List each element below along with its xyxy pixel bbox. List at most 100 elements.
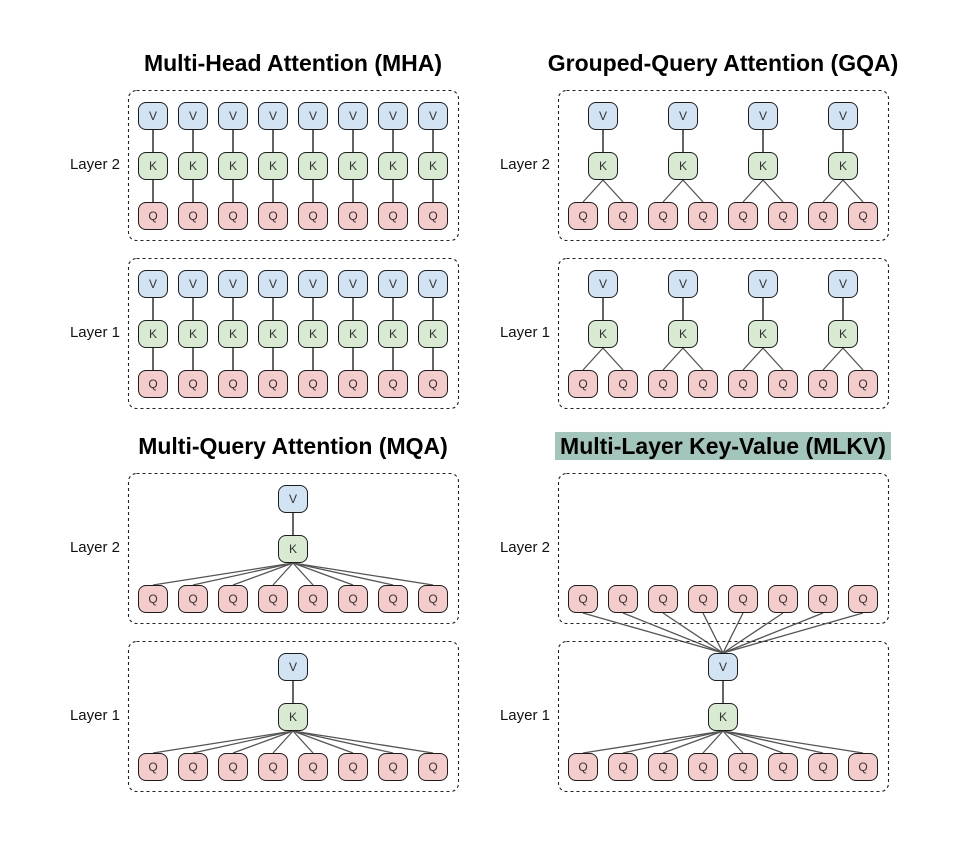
query-cell: Q — [338, 585, 368, 613]
value-cell: V — [178, 102, 208, 130]
query-cell: Q — [298, 585, 328, 613]
key-cell: K — [748, 152, 778, 180]
value-cell: V — [668, 102, 698, 130]
key-cell: K — [338, 320, 368, 348]
value-cell: V — [748, 102, 778, 130]
query-cell: Q — [568, 753, 598, 781]
panel-title-text: Multi-Layer Key-Value (MLKV) — [555, 432, 891, 460]
value-cell: V — [298, 270, 328, 298]
key-cell: K — [418, 320, 448, 348]
value-cell: V — [278, 485, 308, 513]
key-cell: K — [218, 320, 248, 348]
query-cell: Q — [178, 202, 208, 230]
panel-title-text: Grouped-Query Attention (GQA) — [547, 50, 899, 76]
query-cell: Q — [768, 585, 798, 613]
query-cell: Q — [338, 202, 368, 230]
panel-title-text: Multi-Query Attention (MQA) — [138, 433, 448, 459]
key-cell: K — [138, 152, 168, 180]
value-cell: V — [828, 270, 858, 298]
value-cell: V — [218, 102, 248, 130]
key-cell: K — [748, 320, 778, 348]
query-cell: Q — [298, 202, 328, 230]
key-cell: K — [218, 152, 248, 180]
query-cell: Q — [728, 202, 758, 230]
key-cell: K — [668, 152, 698, 180]
value-cell: V — [588, 270, 618, 298]
query-cell: Q — [138, 585, 168, 613]
query-cell: Q — [768, 370, 798, 398]
value-cell: V — [278, 653, 308, 681]
query-cell: Q — [378, 753, 408, 781]
query-cell: Q — [768, 753, 798, 781]
query-cell: Q — [568, 585, 598, 613]
value-cell: V — [668, 270, 698, 298]
query-cell: Q — [808, 753, 838, 781]
layer-2-label: Layer 2 — [69, 156, 120, 173]
value-cell: V — [138, 102, 168, 130]
query-cell: Q — [568, 370, 598, 398]
value-cell: V — [828, 102, 858, 130]
key-cell: K — [298, 152, 328, 180]
layer-2-label: Layer 2 — [499, 156, 550, 173]
query-cell: Q — [688, 202, 718, 230]
value-cell: V — [258, 270, 288, 298]
query-cell: Q — [338, 753, 368, 781]
value-cell: V — [218, 270, 248, 298]
query-cell: Q — [258, 370, 288, 398]
key-cell: K — [708, 703, 738, 731]
query-cell: Q — [608, 370, 638, 398]
query-cell: Q — [298, 370, 328, 398]
layer-boundary-box — [127, 472, 460, 625]
layer-boundary-box — [557, 257, 890, 410]
value-cell: V — [418, 270, 448, 298]
key-cell: K — [178, 320, 208, 348]
layer-boundary-box — [127, 257, 460, 410]
query-cell: Q — [608, 202, 638, 230]
key-cell: K — [588, 320, 618, 348]
query-cell: Q — [218, 202, 248, 230]
value-cell: V — [378, 102, 408, 130]
value-cell: V — [178, 270, 208, 298]
connector-lines — [557, 89, 890, 410]
query-cell: Q — [178, 370, 208, 398]
key-cell: K — [828, 152, 858, 180]
query-cell: Q — [178, 585, 208, 613]
value-cell: V — [378, 270, 408, 298]
query-cell: Q — [608, 585, 638, 613]
value-cell: V — [418, 102, 448, 130]
panel-mlkv: Multi-Layer Key-Value (MLKV) Layer 2 Lay… — [470, 428, 900, 808]
layer-boundary-box — [127, 89, 460, 242]
layer-1-label: Layer 1 — [69, 707, 120, 724]
key-cell: K — [828, 320, 858, 348]
query-cell: Q — [418, 370, 448, 398]
query-cell: Q — [138, 753, 168, 781]
connector-lines — [127, 89, 460, 410]
layer-boundary-box — [557, 640, 890, 793]
value-cell: V — [338, 102, 368, 130]
panel-mqa: Multi-Query Attention (MQA) Layer 2 Laye… — [40, 428, 470, 808]
connector-lines — [127, 472, 460, 793]
panel-title-mha: Multi-Head Attention (MHA) — [98, 50, 488, 76]
key-cell: K — [588, 152, 618, 180]
layer-1-label: Layer 1 — [69, 324, 120, 341]
query-cell: Q — [418, 585, 448, 613]
layer-1-label: Layer 1 — [499, 707, 550, 724]
key-cell: K — [138, 320, 168, 348]
query-cell: Q — [808, 370, 838, 398]
query-cell: Q — [418, 202, 448, 230]
query-cell: Q — [218, 585, 248, 613]
layer-boundary-box — [557, 472, 890, 625]
query-cell: Q — [728, 753, 758, 781]
layer-2-label: Layer 2 — [499, 539, 550, 556]
panel-title-text: Multi-Head Attention (MHA) — [143, 50, 443, 76]
value-cell: V — [588, 102, 618, 130]
key-cell: K — [178, 152, 208, 180]
layer-boundary-box — [127, 640, 460, 793]
query-cell: Q — [688, 370, 718, 398]
query-cell: Q — [378, 370, 408, 398]
query-cell: Q — [418, 753, 448, 781]
query-cell: Q — [608, 753, 638, 781]
query-cell: Q — [218, 753, 248, 781]
key-cell: K — [258, 152, 288, 180]
